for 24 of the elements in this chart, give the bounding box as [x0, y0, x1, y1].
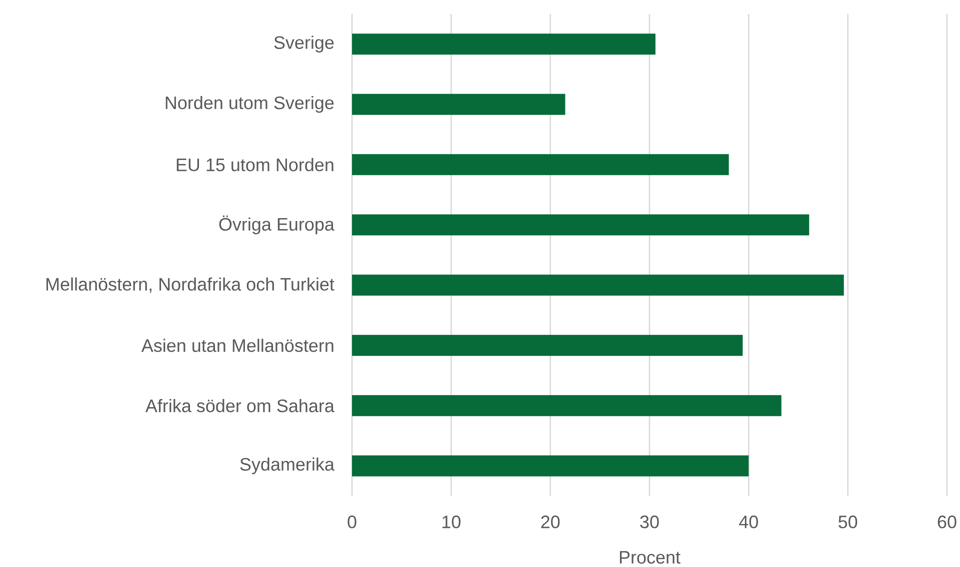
x-tick-label: 20 [541, 516, 560, 528]
y-tick-label: Norden utom Sverige [166, 96, 334, 113]
x-tick-label: 30 [640, 516, 659, 528]
bar [352, 274, 844, 296]
bar [352, 94, 566, 115]
bar [352, 34, 656, 55]
x-axis-title: Procent [620, 551, 680, 564]
y-tick-label: Sverige [274, 36, 334, 53]
y-tick-label: Afrika söder om Sahara [145, 399, 334, 412]
bar [352, 214, 810, 236]
x-tick-label: 0 [348, 516, 356, 528]
y-tick-label: Asien utan Mellanöstern [141, 338, 334, 352]
bar [352, 154, 729, 176]
bar [352, 455, 749, 476]
y-tick-label: Mellanöstern, Nordafrika och Turkiet [46, 277, 334, 293]
x-tick-label: 60 [938, 516, 956, 528]
y-tick-label: Sydamerika [240, 457, 334, 474]
y-tick-label: EU 15 utom Norden [176, 158, 334, 172]
bar [352, 395, 782, 416]
x-tick-label: 50 [838, 516, 858, 528]
x-tick-label: 40 [739, 516, 758, 528]
x-tick-label: 10 [442, 516, 460, 528]
y-tick-label: Övriga Europa [219, 215, 334, 234]
bar [352, 334, 743, 356]
